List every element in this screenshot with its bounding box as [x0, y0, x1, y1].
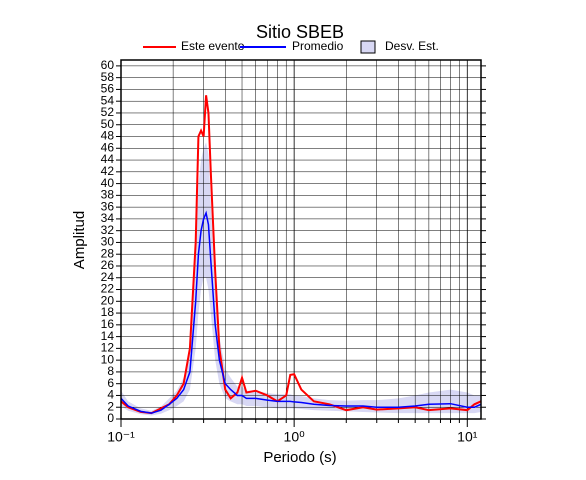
legend-label: Este evento	[181, 39, 245, 53]
y-tick-label: 28	[101, 246, 115, 260]
legend-label: Promedio	[292, 39, 344, 53]
y-tick-label: 32	[101, 223, 115, 237]
y-tick-label: 22	[101, 282, 115, 296]
y-tick-label: 30	[101, 235, 115, 249]
y-tick-label: 44	[101, 152, 115, 166]
series-line	[120, 95, 482, 415]
y-tick-label: 24	[101, 270, 115, 284]
y-tick-label: 48	[101, 129, 115, 143]
y-tick-label: 42	[101, 164, 115, 178]
y-tick-label: 8	[107, 364, 114, 378]
y-tick-label: 4	[107, 388, 114, 402]
y-tick-label: 34	[101, 211, 115, 225]
y-tick-label: 18	[101, 305, 115, 319]
y-tick-label: 50	[101, 117, 115, 131]
y-tick-label: 52	[101, 105, 115, 119]
y-tick-label: 12	[101, 341, 115, 355]
chart-title: Sitio SBEB	[256, 22, 344, 42]
y-tick-label: 0	[107, 411, 114, 425]
x-tick-label: 10¹	[457, 429, 478, 445]
y-tick-label: 46	[101, 140, 115, 154]
std-band	[121, 142, 481, 416]
plot-frame	[120, 59, 482, 420]
y-tick-label: 40	[101, 176, 115, 190]
x-axis-label: Periodo (s)	[263, 449, 336, 466]
x-tick-label: 10⁻¹	[107, 429, 135, 445]
y-tick-label: 58	[101, 70, 115, 84]
y-tick-label: 2	[107, 399, 114, 413]
y-tick-label: 26	[101, 258, 115, 272]
series-line	[120, 210, 482, 414]
y-tick-label: 14	[101, 329, 115, 343]
y-tick-label: 38	[101, 188, 115, 202]
y-tick-label: 36	[101, 199, 115, 213]
x-tick-label: 10⁰	[284, 429, 306, 445]
y-tick-label: 60	[101, 58, 115, 72]
y-tick-label: 54	[101, 93, 115, 107]
y-axis-label: Amplitud	[71, 211, 88, 269]
y-tick-label: 56	[101, 82, 115, 96]
y-tick-label: 6	[107, 376, 114, 390]
y-tick-label: 16	[101, 317, 115, 331]
legend-swatch	[360, 40, 376, 54]
y-tick-label: 10	[101, 352, 115, 366]
y-tick-label: 20	[101, 293, 115, 307]
legend-label: Desv. Est.	[385, 39, 439, 53]
